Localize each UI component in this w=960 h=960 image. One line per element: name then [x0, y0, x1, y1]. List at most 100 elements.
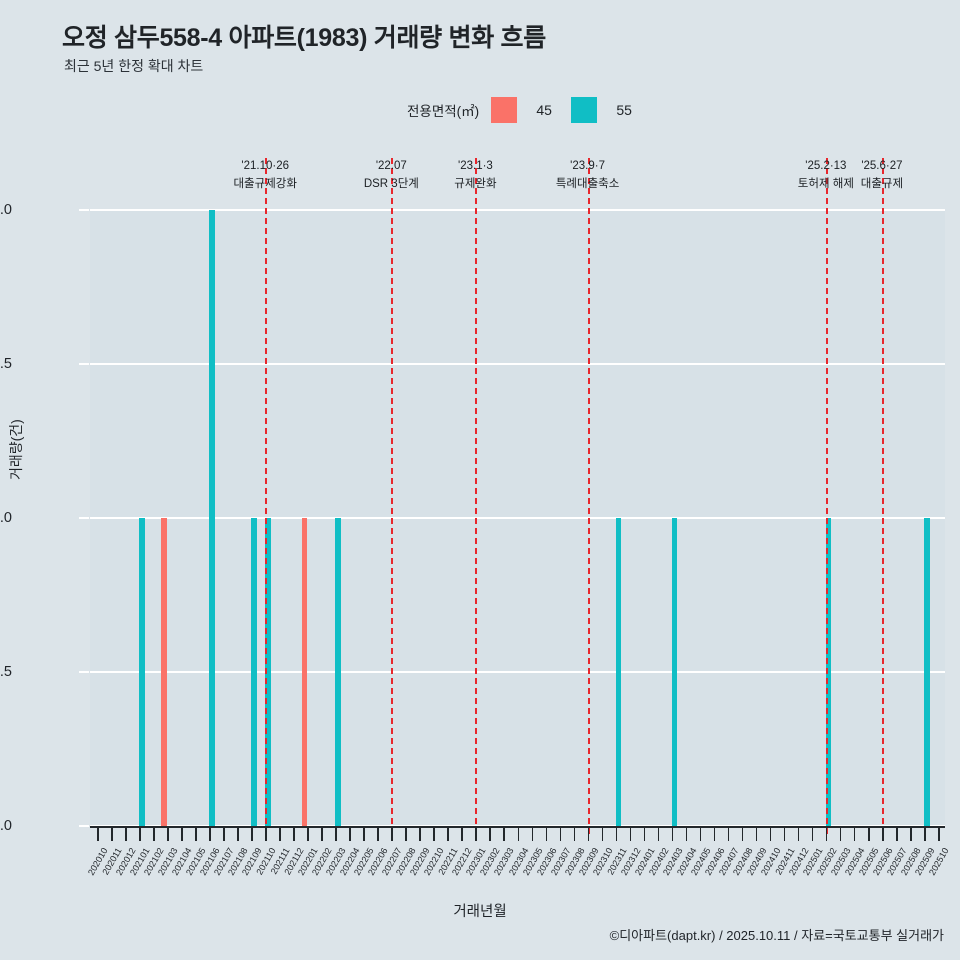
bar[interactable]: [335, 518, 341, 826]
legend-label-45: 45: [536, 102, 552, 118]
x-tick-mark: [909, 828, 912, 841]
x-tick-mark: [671, 828, 674, 841]
bar[interactable]: [671, 518, 678, 826]
x-tick-mark: [923, 828, 926, 841]
x-tick-mark: [573, 828, 576, 841]
event-label: 특례대출축소: [555, 177, 620, 190]
x-tick-mark: [545, 828, 548, 841]
x-tick-mark: [825, 828, 828, 841]
x-tick-mark: [377, 828, 379, 841]
bar[interactable]: [209, 210, 215, 826]
x-tick-mark: [531, 828, 534, 841]
x-tick-mark: [685, 828, 688, 841]
x-tick-mark: [293, 828, 295, 841]
x-tick-mark: [335, 828, 337, 841]
y-tick-label: 0.5: [0, 664, 12, 680]
x-tick-mark: [895, 828, 898, 841]
x-tick-mark: [755, 828, 758, 841]
x-tick-mark: [475, 828, 478, 841]
bar[interactable]: [615, 518, 622, 826]
x-tick-mark: [881, 828, 884, 841]
x-tick-mark: [727, 828, 730, 841]
legend-label-55: 55: [616, 102, 632, 118]
footer-credit: ©디아파트(dapt.kr) / 2025.10.11 / 자료=국토교통부 실…: [609, 928, 944, 943]
bar[interactable]: [265, 518, 271, 826]
x-tick-mark: [741, 828, 744, 841]
x-tick-mark: [363, 828, 365, 841]
x-tick-mark: [517, 828, 520, 841]
plot-area: [90, 158, 945, 834]
x-tick-mark: [153, 828, 155, 841]
legend-swatch-45: [491, 97, 518, 123]
event-label: 규제완화: [454, 177, 497, 190]
x-tick-mark: [405, 828, 407, 841]
x-tick-mark: [195, 828, 197, 841]
legend: 전용면적(㎡) 45 55: [407, 96, 651, 124]
bar[interactable]: [161, 518, 168, 826]
event-date: '23.1·3: [458, 160, 493, 172]
x-tick-mark: [797, 828, 800, 841]
gridline: [90, 671, 945, 673]
x-tick-mark: [643, 828, 646, 841]
y-tick-label: 1.5: [0, 356, 12, 372]
page-subtitle: 최근 5년 한정 확대 차트: [64, 58, 204, 74]
x-tick-mark: [447, 828, 449, 841]
x-tick-mark: [321, 828, 323, 841]
x-tick-mark: [615, 828, 618, 841]
x-tick-mark: [223, 828, 225, 841]
x-tick-mark: [307, 828, 309, 841]
bar[interactable]: [825, 518, 832, 826]
x-tick-mark: [839, 828, 842, 841]
event-annotation: '25.2·13 토허제 해제: [798, 158, 854, 194]
x-tick-mark: [433, 828, 435, 841]
x-tick-mark: [461, 828, 464, 841]
event-line: [825, 158, 828, 834]
y-tick-mark: [79, 517, 89, 519]
x-tick-mark: [125, 828, 127, 841]
event-label: DSR 3단계: [363, 177, 419, 190]
legend-item-55[interactable]: 55: [571, 97, 651, 123]
x-tick-mark: [559, 828, 562, 841]
bar[interactable]: [923, 518, 930, 826]
x-tick-mark: [587, 828, 590, 841]
event-annotation: '25.6·27 대출규제: [861, 158, 903, 194]
event-annotation: '22.07 DSR 3단계: [364, 158, 419, 194]
event-line: [587, 158, 590, 834]
bar[interactable]: [251, 518, 257, 826]
y-tick-mark: [79, 671, 89, 673]
event-line: [475, 158, 478, 834]
x-tick-mark: [139, 828, 141, 841]
legend-swatch-55: [571, 97, 598, 123]
event-date: '21.10·26: [241, 160, 290, 172]
y-tick-mark: [79, 209, 89, 211]
x-axis-title: 거래년월: [453, 904, 507, 920]
x-tick-mark: [783, 828, 786, 841]
event-line: [881, 158, 884, 834]
x-tick-mark: [503, 828, 506, 841]
event-annotation: '23.1·3 규제완화: [454, 158, 496, 194]
y-tick-label: 1.0: [0, 510, 12, 526]
x-tick-mark: [867, 828, 870, 841]
event-annotation: '23.9·7 특례대출축소: [556, 158, 619, 194]
page-title: 오정 삼두558-4 아파트(1983) 거래량 변화 흐름: [62, 24, 546, 52]
event-label: 토허제 해제: [797, 177, 854, 190]
y-tick-label: 2.0: [0, 202, 12, 218]
x-tick-mark: [167, 828, 169, 841]
event-date: '25.6·27: [861, 160, 903, 172]
bar[interactable]: [301, 518, 308, 826]
x-tick-mark: [209, 828, 211, 841]
x-tick-mark: [713, 828, 716, 841]
x-tick-mark: [853, 828, 856, 841]
event-line: [391, 158, 394, 834]
x-tick-mark: [181, 828, 183, 841]
x-tick-mark: [111, 828, 113, 841]
event-label: 대출규제: [860, 177, 904, 190]
x-tick-mark: [279, 828, 281, 841]
bar[interactable]: [139, 518, 145, 826]
legend-item-45[interactable]: 45: [491, 97, 571, 123]
x-tick-mark: [349, 828, 351, 841]
event-line: [265, 158, 268, 834]
event-date: '22.07: [375, 160, 407, 172]
y-tick-mark: [79, 363, 89, 365]
